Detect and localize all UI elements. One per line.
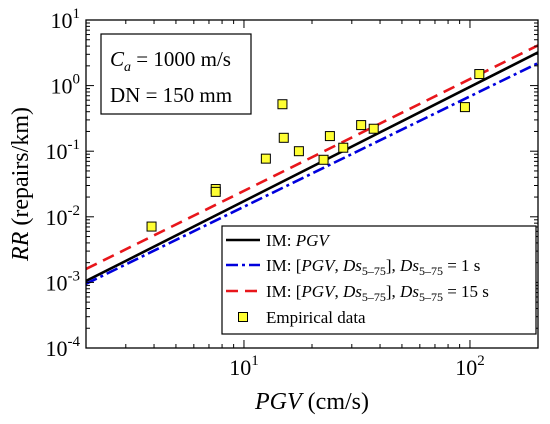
series-line-3 bbox=[86, 44, 538, 271]
legend-label-2: IM: [PGV, Ds5–75], Ds5–75 = 1 s bbox=[266, 256, 480, 278]
data-point bbox=[146, 221, 157, 232]
legend-frame bbox=[221, 225, 537, 335]
data-point bbox=[278, 132, 289, 143]
y-tick-label: 101 bbox=[51, 6, 81, 33]
legend-swatch-4 bbox=[238, 312, 248, 322]
y-axis-label: RR (repairs/km) bbox=[8, 107, 34, 262]
legend: IM: PGV IM: [PGV, Ds5–75], Ds5–75 = 1 s IM… bbox=[221, 225, 537, 335]
data-point bbox=[210, 186, 221, 197]
data-point bbox=[338, 142, 349, 153]
data-point bbox=[318, 154, 329, 165]
data-point bbox=[260, 153, 271, 164]
data-point bbox=[293, 146, 304, 157]
data-point bbox=[474, 69, 485, 80]
y-tick-label: 10-2 bbox=[46, 203, 81, 230]
data-point bbox=[459, 102, 470, 113]
series-line-2 bbox=[86, 61, 538, 286]
y-tick-label: 10-3 bbox=[46, 268, 81, 295]
series-line-1 bbox=[86, 51, 538, 283]
x-tick-label: 102 bbox=[455, 353, 485, 380]
x-tick-label: 101 bbox=[229, 353, 259, 380]
legend-label-3: IM: [PGV, Ds5–75], Ds5–75 = 15 s bbox=[266, 282, 489, 304]
data-point bbox=[324, 131, 335, 142]
legend-label-1: IM: PGV bbox=[266, 231, 331, 250]
annotation-line-1: Ca = 1000 m/s bbox=[110, 47, 231, 75]
y-tick-label: 10-4 bbox=[46, 334, 81, 361]
data-point bbox=[368, 123, 379, 134]
annotation-box: Ca = 1000 m/s DN = 150 mm bbox=[100, 33, 252, 115]
annotation-line-2: DN = 150 mm bbox=[110, 83, 232, 107]
y-tick-label: 100 bbox=[51, 72, 81, 99]
x-axis-label: PGV (cm/s) bbox=[254, 389, 369, 415]
legend-label-4: Empirical data bbox=[266, 308, 366, 327]
data-point bbox=[356, 120, 367, 131]
data-point bbox=[277, 99, 288, 110]
annotation-frame bbox=[100, 33, 252, 115]
y-tick-label: 10-1 bbox=[46, 137, 81, 164]
